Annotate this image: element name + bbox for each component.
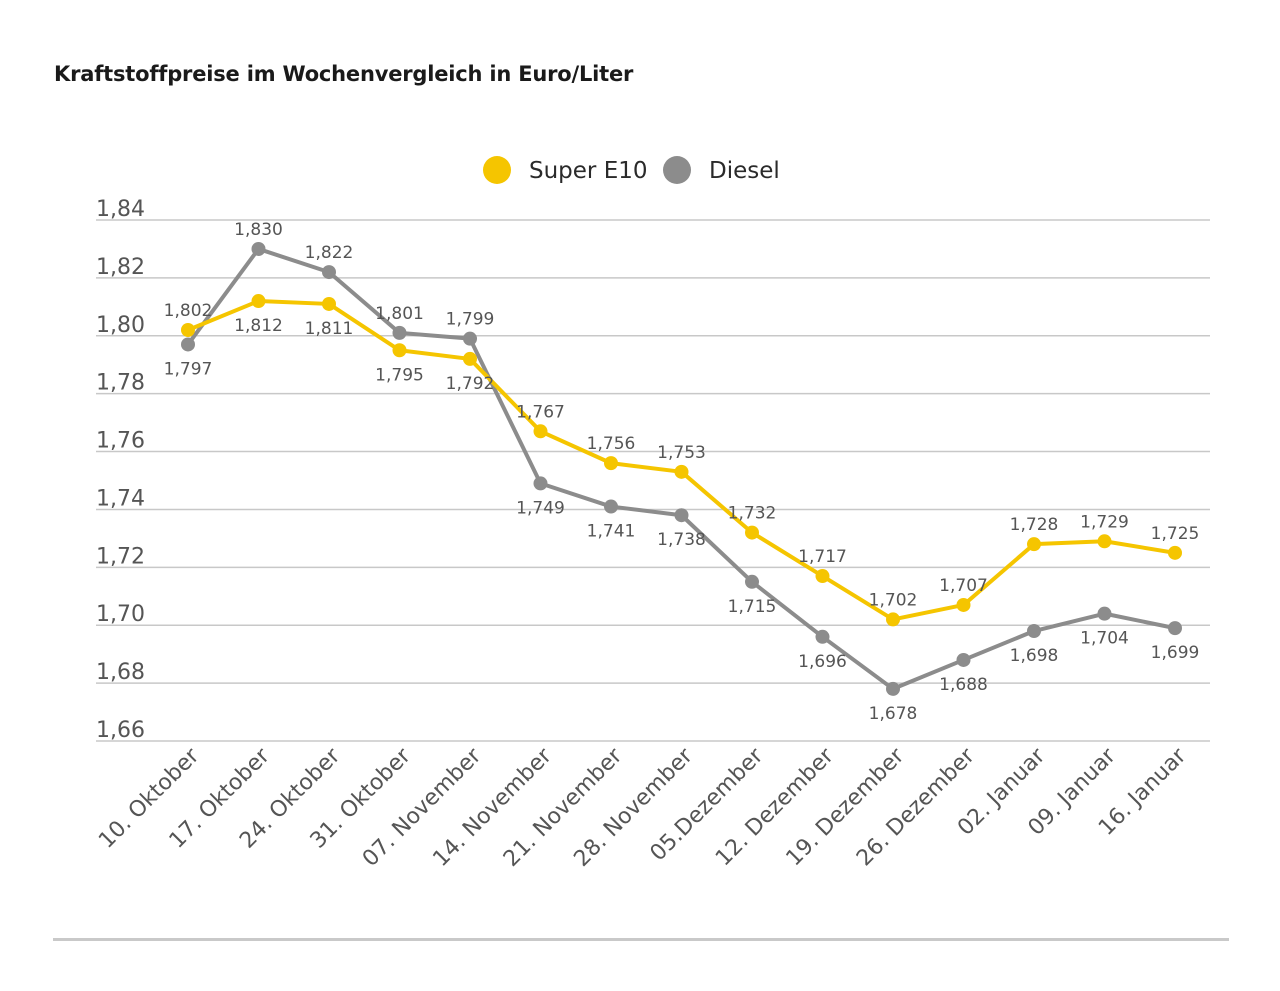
y-tick-label: 1,72 bbox=[96, 544, 145, 569]
data-point-super-e10 bbox=[1027, 537, 1041, 552]
data-point-super-e10 bbox=[745, 525, 759, 540]
data-label-diesel: 1,696 bbox=[798, 652, 847, 672]
y-tick-label: 1,80 bbox=[96, 313, 145, 338]
data-label-super-e10: 1,753 bbox=[657, 443, 706, 463]
data-label-super-e10: 1,728 bbox=[1010, 515, 1059, 535]
data-label-super-e10: 1,795 bbox=[375, 365, 424, 385]
grid-lines bbox=[96, 219, 1210, 742]
data-label-super-e10: 1,702 bbox=[869, 590, 918, 610]
data-label-diesel: 1,749 bbox=[516, 498, 565, 518]
data-point-diesel bbox=[1168, 621, 1182, 636]
data-label-super-e10: 1,811 bbox=[305, 319, 354, 339]
data-label-super-e10: 1,792 bbox=[446, 374, 495, 394]
data-point-super-e10 bbox=[392, 343, 407, 358]
data-point-diesel bbox=[745, 574, 759, 589]
data-point-diesel bbox=[251, 241, 266, 256]
y-tick-label: 1,74 bbox=[96, 486, 145, 511]
x-tick-label: 07. November bbox=[358, 743, 487, 872]
data-point-super-e10 bbox=[1168, 545, 1182, 560]
y-tick-label: 1,76 bbox=[96, 429, 145, 454]
data-label-diesel: 1,801 bbox=[375, 304, 424, 324]
data-point-super-e10 bbox=[181, 322, 195, 337]
y-tick-label: 1,82 bbox=[96, 255, 145, 280]
legend-marker-super-e10 bbox=[483, 156, 511, 184]
y-tick-label: 1,68 bbox=[96, 660, 145, 685]
data-label-super-e10: 1,812 bbox=[234, 316, 283, 336]
x-tick-label: 28. November bbox=[569, 743, 698, 872]
data-point-diesel bbox=[463, 331, 477, 346]
data-label-diesel: 1,830 bbox=[234, 220, 283, 240]
data-labels: 1,802 1,797 1,812 1,830 1,811 1,822 1,795 1,801… bbox=[164, 220, 1200, 724]
data-point-super-e10 bbox=[1097, 534, 1112, 549]
data-label-diesel: 1,678 bbox=[869, 704, 918, 724]
data-label-diesel: 1,738 bbox=[657, 530, 706, 550]
data-label-super-e10: 1,732 bbox=[728, 504, 777, 524]
data-label-super-e10: 1,767 bbox=[516, 402, 565, 422]
x-tick-label: 21. November bbox=[499, 743, 628, 872]
data-label-diesel: 1,799 bbox=[446, 310, 495, 330]
data-label-super-e10: 1,756 bbox=[587, 434, 636, 454]
data-point-diesel bbox=[956, 652, 971, 667]
legend-label-diesel: Diesel bbox=[709, 158, 780, 184]
legend: Super E10 Diesel bbox=[483, 156, 780, 184]
data-point-diesel bbox=[533, 476, 548, 491]
data-point-super-e10 bbox=[886, 612, 900, 627]
data-point-diesel bbox=[1027, 624, 1041, 639]
data-label-diesel: 1,699 bbox=[1151, 643, 1200, 663]
x-tick-label: 26. Dezember bbox=[852, 743, 980, 871]
data-label-super-e10: 1,802 bbox=[164, 301, 213, 321]
y-axis: 1,84 1,82 1,80 1,78 1,76 1,74 1,72 1,70 1,68 1,66 bbox=[96, 197, 145, 743]
x-tick-label: 19. Dezember bbox=[782, 743, 910, 871]
data-label-diesel: 1,688 bbox=[939, 675, 988, 695]
data-point-super-e10 bbox=[463, 351, 477, 366]
bottom-divider bbox=[53, 938, 1229, 941]
data-point-super-e10 bbox=[604, 456, 618, 471]
x-tick-label: 12. Dezember bbox=[711, 743, 839, 871]
y-tick-label: 1,70 bbox=[96, 602, 145, 627]
data-point-super-e10 bbox=[322, 296, 336, 311]
data-point-diesel bbox=[322, 265, 336, 280]
data-point-super-e10 bbox=[815, 569, 830, 584]
data-point-super-e10 bbox=[674, 464, 689, 479]
data-point-super-e10 bbox=[956, 597, 971, 612]
data-point-diesel bbox=[604, 499, 618, 514]
data-point-diesel bbox=[674, 508, 689, 523]
data-label-super-e10: 1,707 bbox=[939, 576, 988, 596]
data-point-super-e10 bbox=[533, 424, 548, 439]
data-point-diesel bbox=[181, 337, 195, 352]
y-tick-label: 1,84 bbox=[96, 197, 145, 222]
line-chart: Super E10 Diesel 1,84 1,82 1,80 1,78 1,76 1,74… bbox=[94, 156, 1210, 872]
data-label-diesel: 1,822 bbox=[305, 243, 354, 263]
data-point-diesel bbox=[1097, 606, 1112, 621]
y-tick-label: 1,66 bbox=[96, 718, 145, 743]
data-point-diesel bbox=[392, 325, 407, 340]
data-label-diesel: 1,704 bbox=[1080, 629, 1129, 649]
series-points bbox=[181, 241, 1182, 696]
x-tick-label: 14. November bbox=[428, 743, 557, 872]
data-label-super-e10: 1,717 bbox=[798, 547, 847, 567]
data-label-super-e10: 1,725 bbox=[1151, 524, 1200, 544]
data-label-diesel: 1,741 bbox=[587, 522, 636, 542]
data-point-super-e10 bbox=[251, 294, 266, 309]
data-label-super-e10: 1,729 bbox=[1080, 512, 1129, 532]
legend-marker-diesel bbox=[663, 156, 691, 184]
data-label-diesel: 1,797 bbox=[164, 359, 213, 379]
legend-label-super-e10: Super E10 bbox=[529, 158, 648, 184]
data-label-diesel: 1,698 bbox=[1010, 646, 1059, 666]
y-tick-label: 1,78 bbox=[96, 371, 145, 396]
data-point-diesel bbox=[815, 629, 830, 644]
data-point-diesel bbox=[886, 681, 900, 696]
data-label-diesel: 1,715 bbox=[728, 597, 777, 617]
chart-title: Kraftstoffpreise im Wochenvergleich in E… bbox=[54, 62, 634, 86]
